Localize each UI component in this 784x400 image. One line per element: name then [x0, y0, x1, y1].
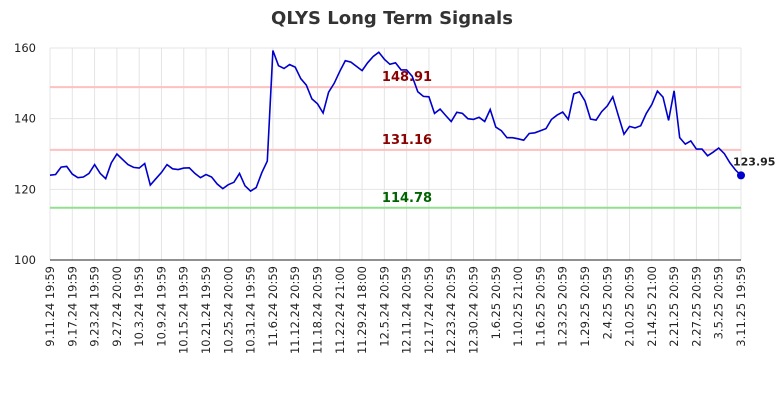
y-tick-label: 120	[14, 182, 36, 196]
x-tick-label: 10.9.24 19:59	[154, 266, 168, 347]
x-tick-label: 12.5.24 20:59	[377, 266, 391, 347]
x-tick-label: 11.22.24 21:00	[333, 266, 347, 354]
x-tick-label: 11.12.24 20:59	[288, 266, 302, 354]
y-tick-label: 140	[14, 112, 36, 126]
x-tick-label: 10.21.24 19:59	[199, 266, 213, 354]
x-tick-label: 1.29.25 20:59	[578, 266, 592, 347]
x-tick-label: 9.17.24 19:59	[65, 266, 79, 347]
signal-label: 131.16	[382, 133, 432, 148]
x-tick-label: 9.27.24 20:00	[110, 266, 124, 347]
last-value-label: 123.95	[733, 155, 775, 168]
x-tick-label: 10.15.24 19:59	[177, 266, 191, 354]
price-line	[49, 50, 742, 193]
x-tick-label: 9.23.24 19:59	[88, 266, 102, 347]
x-tick-label: 2.14.25 21:00	[645, 266, 659, 347]
x-tick-label: 11.6.24 20:59	[266, 266, 280, 347]
x-tick-label: 12.30.24 20:59	[467, 266, 481, 354]
y-tick-label: 160	[14, 41, 36, 55]
x-tick-label: 11.29.24 18:00	[355, 266, 369, 354]
x-tick-label: 11.18.24 20:59	[310, 266, 324, 354]
x-tick-label: 2.27.25 20:59	[689, 266, 703, 347]
x-tick-label: 1.10.25 21:00	[511, 266, 525, 347]
x-tick-label: 12.11.24 20:59	[400, 266, 414, 354]
signal-label: 148.91	[382, 70, 432, 85]
x-tick-label: 2.4.25 20:59	[600, 266, 614, 339]
x-tick-label: 12.23.24 20:59	[444, 266, 458, 354]
x-tick-label: 10.25.24 20:00	[221, 266, 235, 354]
x-tick-label: 1.16.25 20:59	[533, 266, 547, 347]
x-tick-label: 12.17.24 20:59	[422, 266, 436, 354]
y-tick-label: 100	[14, 253, 36, 267]
x-tick-label: 1.6.25 20:59	[489, 266, 503, 339]
signal-label: 114.78	[382, 191, 432, 206]
x-tick-label: 10.3.24 19:59	[132, 266, 146, 347]
x-tick-label: 3.11.25 19:59	[734, 266, 748, 347]
x-tick-label: 2.10.25 20:59	[623, 266, 637, 347]
x-tick-label: 10.31.24 19:59	[244, 266, 258, 354]
x-tick-label: 3.5.25 20:59	[712, 266, 726, 339]
x-tick-label: 9.11.24 19:59	[43, 266, 57, 347]
chart-title: QLYS Long Term Signals	[271, 8, 513, 29]
last-point	[737, 171, 745, 180]
x-tick-label: 1.23.25 20:59	[556, 266, 570, 347]
x-tick-label: 2.21.25 20:59	[667, 266, 681, 347]
